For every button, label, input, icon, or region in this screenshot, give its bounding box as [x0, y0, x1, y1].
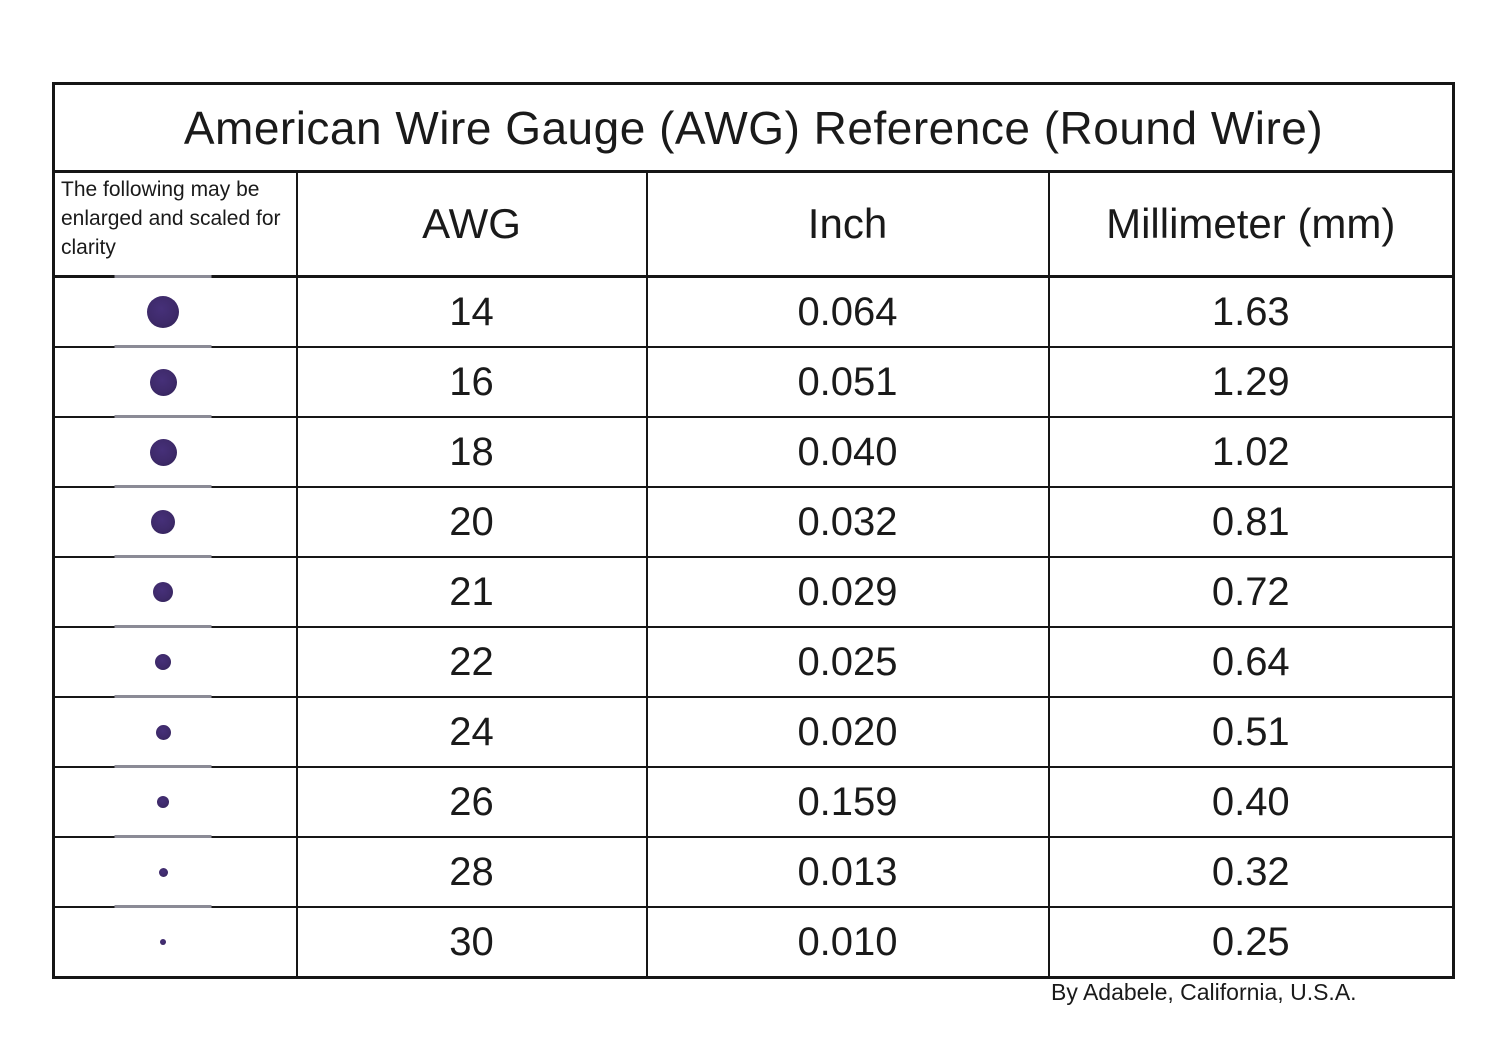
- inch-value: 0.032: [645, 486, 1050, 558]
- dot-wrap: [44, 629, 283, 695]
- inch-value: 0.029: [645, 556, 1050, 628]
- dot-wrap: [44, 839, 283, 905]
- inch-value: 0.064: [645, 275, 1050, 348]
- mm-value: 1.63: [1047, 275, 1455, 348]
- dot-wrap: [44, 279, 283, 345]
- wire-dot: [160, 939, 167, 945]
- column-header-awg: AWG: [295, 170, 648, 278]
- wire-dot: [147, 296, 180, 328]
- dot-wrap: [44, 349, 283, 415]
- enlargement-note: The following may be enlarged and scaled…: [52, 170, 298, 278]
- dot-underline: [114, 835, 212, 838]
- awg-value: 18: [295, 416, 648, 488]
- mm-value: 0.40: [1047, 766, 1455, 838]
- dot-underline: [114, 415, 212, 418]
- awg-value: 22: [295, 626, 648, 698]
- wire-dot: [155, 654, 172, 670]
- wire-size-cell: [52, 275, 298, 348]
- dot-underline: [114, 695, 212, 698]
- wire-size-cell: [52, 835, 298, 908]
- dot-wrap: [44, 419, 283, 485]
- mm-value: 1.29: [1047, 346, 1455, 418]
- dot-underline: [114, 905, 212, 908]
- awg-value: 14: [295, 275, 648, 348]
- wire-size-cell: [52, 485, 298, 558]
- dot-underline: [114, 345, 212, 348]
- wire-size-cell: [52, 625, 298, 698]
- table-row: 18 0.040 1.02: [52, 415, 1455, 488]
- dot-wrap: [44, 559, 283, 625]
- table-row: 22 0.025 0.64: [52, 625, 1455, 698]
- wire-dot: [155, 724, 171, 740]
- table-row: 30 0.010 0.25: [52, 905, 1455, 979]
- inch-value: 0.020: [645, 696, 1050, 768]
- header-row: The following may be enlarged and scaled…: [52, 170, 1455, 278]
- mm-value: 0.72: [1047, 556, 1455, 628]
- wire-dot: [157, 796, 170, 808]
- wire-size-cell: [52, 345, 298, 418]
- inch-value: 0.010: [645, 906, 1050, 979]
- mm-value: 0.51: [1047, 696, 1455, 768]
- table-row: 20 0.032 0.81: [52, 485, 1455, 558]
- wire-dot: [149, 368, 177, 396]
- inch-value: 0.051: [645, 346, 1050, 418]
- column-header-mm: Millimeter (mm): [1047, 170, 1455, 278]
- awg-reference-table: American Wire Gauge (AWG) Reference (Rou…: [52, 82, 1456, 979]
- mm-value: 0.64: [1047, 626, 1455, 698]
- table-row: 28 0.013 0.32: [52, 835, 1455, 908]
- inch-value: 0.025: [645, 626, 1050, 698]
- awg-value: 16: [295, 346, 648, 418]
- awg-value: 21: [295, 556, 648, 628]
- wire-dot: [153, 582, 174, 602]
- table-row: 24 0.020 0.51: [52, 695, 1455, 768]
- wire-dot: [151, 510, 176, 534]
- mm-value: 0.81: [1047, 486, 1455, 558]
- awg-value: 20: [295, 486, 648, 558]
- inch-value: 0.159: [645, 766, 1050, 838]
- dot-wrap: [44, 909, 283, 975]
- column-header-inch: Inch: [645, 170, 1050, 278]
- wire-dot: [158, 867, 168, 877]
- dot-wrap: [44, 769, 283, 835]
- dot-underline: [114, 485, 212, 488]
- mm-value: 1.02: [1047, 416, 1455, 488]
- awg-value: 30: [295, 906, 648, 979]
- wire-size-cell: [52, 415, 298, 488]
- dot-wrap: [44, 699, 283, 765]
- wire-dot: [149, 438, 177, 466]
- table-row: 26 0.159 0.40: [52, 765, 1455, 838]
- awg-value: 28: [295, 836, 648, 908]
- awg-value: 24: [295, 696, 648, 768]
- wire-size-cell: [52, 765, 298, 838]
- table-row: 21 0.029 0.72: [52, 555, 1455, 628]
- table-row: 14 0.064 1.63: [52, 275, 1455, 348]
- credit-text: By Adabele, California, U.S.A.: [1051, 979, 1357, 1005]
- dot-underline: [114, 765, 212, 768]
- awg-value: 26: [295, 766, 648, 838]
- dot-underline: [114, 555, 212, 558]
- mm-value: 0.25: [1047, 906, 1455, 979]
- wire-size-cell: [52, 905, 298, 979]
- title-row: American Wire Gauge (AWG) Reference (Rou…: [52, 82, 1455, 173]
- table-title: American Wire Gauge (AWG) Reference (Rou…: [52, 82, 1455, 173]
- wire-size-cell: [52, 695, 298, 768]
- table-row: 16 0.051 1.29: [52, 345, 1455, 418]
- wire-size-cell: [52, 555, 298, 628]
- inch-value: 0.013: [645, 836, 1050, 908]
- mm-value: 0.32: [1047, 836, 1455, 908]
- dot-wrap: [44, 489, 283, 555]
- dot-underline: [114, 275, 212, 278]
- inch-value: 0.040: [645, 416, 1050, 488]
- dot-underline: [114, 625, 212, 628]
